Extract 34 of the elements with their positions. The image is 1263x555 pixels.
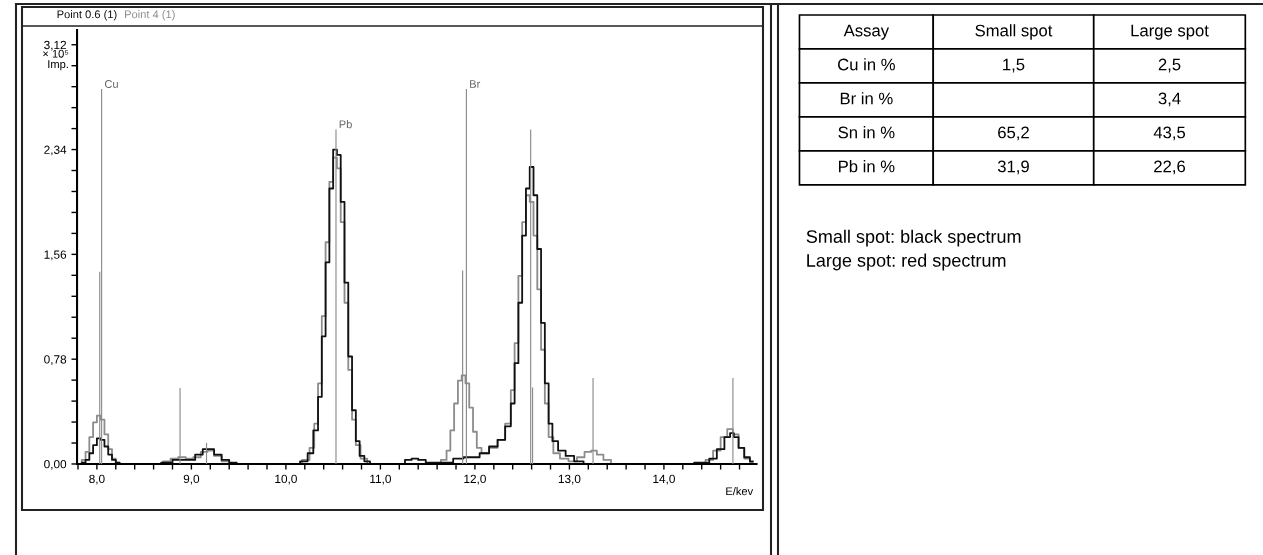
x-tick-label: 10,0 xyxy=(275,474,297,485)
y-tick-label: 2,34 xyxy=(44,145,67,156)
annotation: Br xyxy=(470,80,481,88)
x-tick-label: 11,0 xyxy=(370,474,391,485)
x-axis-title: E/kev xyxy=(726,487,754,496)
data-label: 22,6 xyxy=(1154,160,1186,175)
text: Large spot: red spectrum xyxy=(807,253,1006,271)
category-label: Sn in % xyxy=(838,126,895,139)
y-tick-label: 3,12 xyxy=(44,40,67,51)
text: Assay xyxy=(843,24,890,40)
category-label: Br in % xyxy=(840,92,893,105)
category-label: Cu in % xyxy=(838,58,895,71)
y-tick-label: 0,00 xyxy=(44,460,67,470)
x-tick-label: 14,0 xyxy=(653,474,675,485)
x-tick-label: 8,0 xyxy=(89,474,105,485)
text: Point 4 (1) xyxy=(125,10,175,21)
x-tick-label: 12,0 xyxy=(464,474,486,485)
data-label: 2,5 xyxy=(1158,58,1181,73)
x-tick-label: 13,0 xyxy=(558,474,581,485)
x-tick-label: 9,0 xyxy=(183,474,200,485)
category-label: Pb in % xyxy=(839,160,895,173)
series-label: Small spot xyxy=(975,24,1053,40)
data-label: 3,4 xyxy=(1158,92,1181,107)
text: Point 0.6 (1) xyxy=(57,10,117,21)
data-label: 31,9 xyxy=(997,160,1029,175)
y-tick-label: 1,56 xyxy=(44,250,67,261)
data-label: 1,5 xyxy=(1003,58,1025,73)
y-tick-label: 0,78 xyxy=(44,355,67,365)
data-label: 65,2 xyxy=(998,126,1029,141)
text: Small spot: black spectrum xyxy=(806,229,1021,247)
series-label: Large spot xyxy=(1131,24,1209,40)
data-label: 43,5 xyxy=(1153,126,1186,141)
annotation: Pb xyxy=(339,120,352,129)
annotation: Cu xyxy=(104,80,118,88)
